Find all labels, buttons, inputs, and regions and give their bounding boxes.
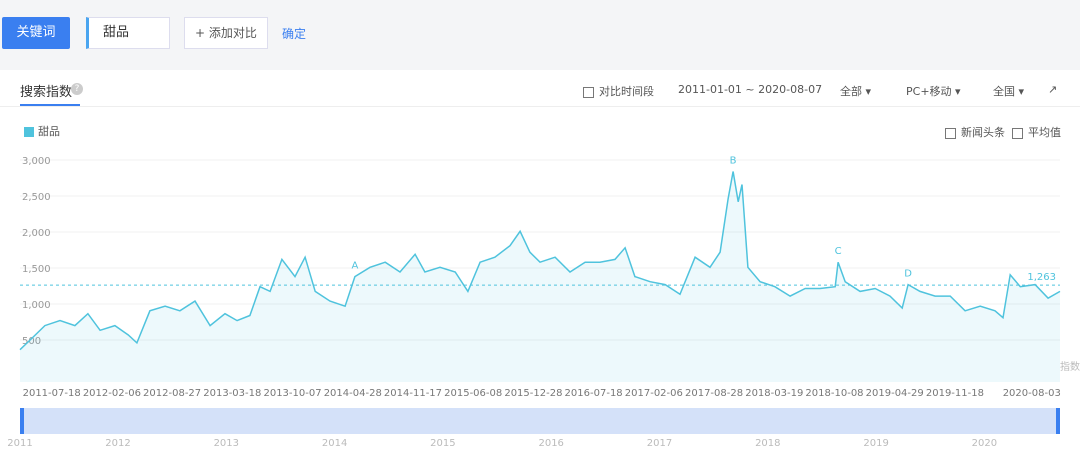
navigator-year: 2013 <box>214 438 239 449</box>
y-tick-label: 2,000 <box>22 228 51 239</box>
y-tick-label: 2,500 <box>22 192 51 203</box>
x-tick-label: 2014-04-28 <box>324 388 382 399</box>
x-tick-label: 2017-08-28 <box>685 388 743 399</box>
average-label: 1,263 <box>1027 272 1056 283</box>
plus: + <box>195 26 209 40</box>
navigator-year: 2020 <box>972 438 997 449</box>
x-tick-label: 2013-03-18 <box>203 388 261 399</box>
keyword-button[interactable]: 关键词 <box>2 17 70 49</box>
region-select[interactable]: 全国 ▾ <box>993 85 1025 98</box>
news-toggle[interactable]: 新闻头条 <box>945 124 1005 140</box>
navigator-year: 2016 <box>538 438 563 449</box>
navigator <box>20 408 1060 434</box>
average-toggle-label: 平均值 <box>1028 126 1061 139</box>
y-tick-label: 500 <box>22 336 41 347</box>
line <box>19 171 1061 351</box>
device: PC+移动 <box>906 85 952 98</box>
legend-swatch <box>24 127 34 137</box>
navigator-year: 2017 <box>647 438 672 449</box>
x-tick-label: 2019-11-18 <box>926 388 984 399</box>
scope: 全部 <box>840 85 862 98</box>
add-compare-label: 添加对比 <box>208 26 257 40</box>
region: 全国 <box>993 85 1015 98</box>
average-toggle[interactable]: 平均值 <box>1012 124 1061 140</box>
panel-title: 搜索指数 <box>20 85 73 100</box>
annotation: B <box>730 156 737 167</box>
x-tick-label: 2015-06-08 <box>444 388 502 399</box>
keyword-input[interactable]: 甜品 <box>86 17 170 49</box>
confirm[interactable]: 确定 <box>282 27 307 41</box>
navigator-year: 2018 <box>755 438 780 449</box>
x-tick-label: 2015-12-28 <box>504 388 562 399</box>
help-icon[interactable]: ? <box>71 83 83 95</box>
export-icon[interactable]: ↗ <box>1048 83 1058 96</box>
x-tick-label: 2011-07-18 <box>23 388 81 399</box>
date-range[interactable]: 2011-01-01 ~ 2020-08-07 <box>678 83 823 96</box>
area <box>20 171 1060 382</box>
news-label: 新闻头条 <box>961 126 1005 139</box>
annotation: A <box>351 261 358 272</box>
scope-select[interactable]: 全部 ▾ <box>840 85 872 98</box>
x-tick-label: 2012-02-06 <box>83 388 141 399</box>
legend: 甜品 <box>24 123 60 139</box>
add-compare[interactable]: + 添加对比 <box>184 17 268 49</box>
navigator-handle <box>1056 408 1060 434</box>
legend-label: 甜品 <box>38 125 60 138</box>
navigator-year: 2015 <box>430 438 455 449</box>
compare-period[interactable]: 对比时间段 <box>583 83 654 99</box>
navigator-year: 2012 <box>105 438 130 449</box>
separator <box>0 106 1080 107</box>
y-tick-label: 1,500 <box>22 264 51 275</box>
checkbox <box>945 127 956 139</box>
navigator-year: 2019 <box>863 438 888 449</box>
plot-background <box>20 150 1060 382</box>
checkbox <box>583 86 594 98</box>
y-tick-label: 3,000 <box>22 156 51 167</box>
compare-period-label: 对比时间段 <box>599 85 654 98</box>
annotation: D <box>904 269 912 280</box>
x-tick-label: 2018-10-08 <box>805 388 863 399</box>
x-tick-label: 2020-08-03 <box>1003 388 1061 399</box>
x-tick-label: 2016-07-18 <box>565 388 623 399</box>
checkbox <box>1012 127 1023 139</box>
x-tick-label: 2014-11-17 <box>384 388 442 399</box>
device-select[interactable]: PC+移动 ▾ <box>906 85 961 98</box>
x-tick-label: 2018-03-19 <box>745 388 803 399</box>
navigator-handle <box>20 408 24 434</box>
x-tick-label: 2013-10-07 <box>263 388 321 399</box>
navigator-year: 2014 <box>322 438 347 449</box>
annotation: C <box>835 246 842 257</box>
x-tick-label: 2012-08-27 <box>143 388 201 399</box>
x-tick-label: 2019-04-29 <box>866 388 924 399</box>
navigator-year: 2011 <box>7 438 32 449</box>
x-tick-label: 2017-02-06 <box>625 388 683 399</box>
tab-underline <box>20 104 80 106</box>
y-tick-label: 1,000 <box>22 300 51 311</box>
